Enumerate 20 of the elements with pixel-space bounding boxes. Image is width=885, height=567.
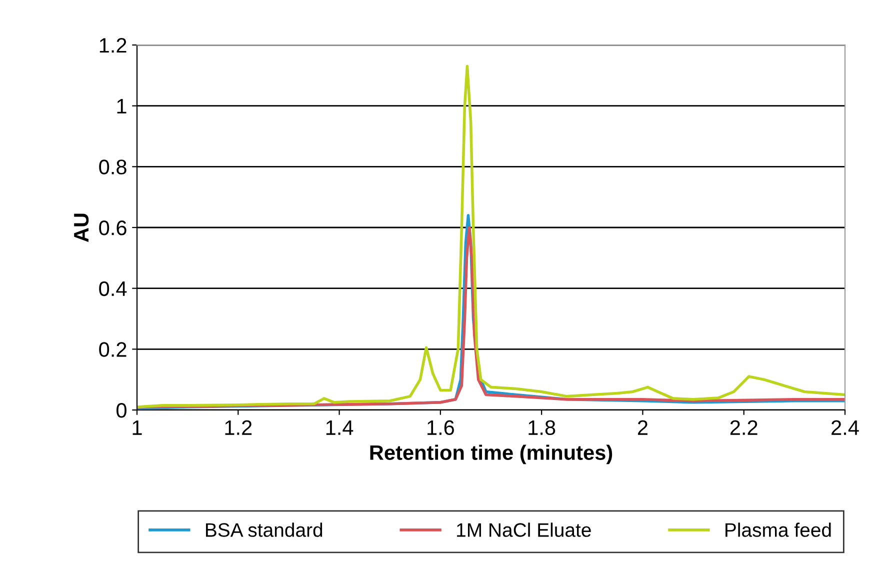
- y-tick-label: 0.8: [99, 160, 126, 174]
- legend-label: Plasma feed: [726, 522, 831, 537]
- legend-label: BSA standard: [206, 522, 322, 537]
- x-tick-label: 1.6: [428, 420, 454, 436]
- y-tick-label: 1: [117, 99, 126, 114]
- x-tick-label: 1.2: [225, 420, 252, 435]
- y-tick-label: 0: [116, 403, 126, 418]
- x-tick-label: 1: [132, 420, 142, 435]
- y-axis-title: AU: [74, 214, 89, 242]
- y-tick-label: 0.6: [99, 220, 126, 236]
- y-tick-label: 1.2: [100, 38, 126, 53]
- x-axis-title: Retention time (minutes): [370, 444, 612, 464]
- x-tick-label: 1.8: [528, 420, 556, 436]
- y-tick-label: 0.4: [99, 281, 127, 296]
- x-tick-label: 2: [638, 420, 648, 435]
- x-tick-label: 2.4: [832, 420, 859, 435]
- x-tick-label: 1.4: [326, 420, 354, 435]
- y-tick-label: 0.2: [99, 342, 126, 357]
- legend-label: 1M NaCl Eluate: [457, 522, 591, 537]
- x-tick-label: 2.2: [730, 420, 758, 435]
